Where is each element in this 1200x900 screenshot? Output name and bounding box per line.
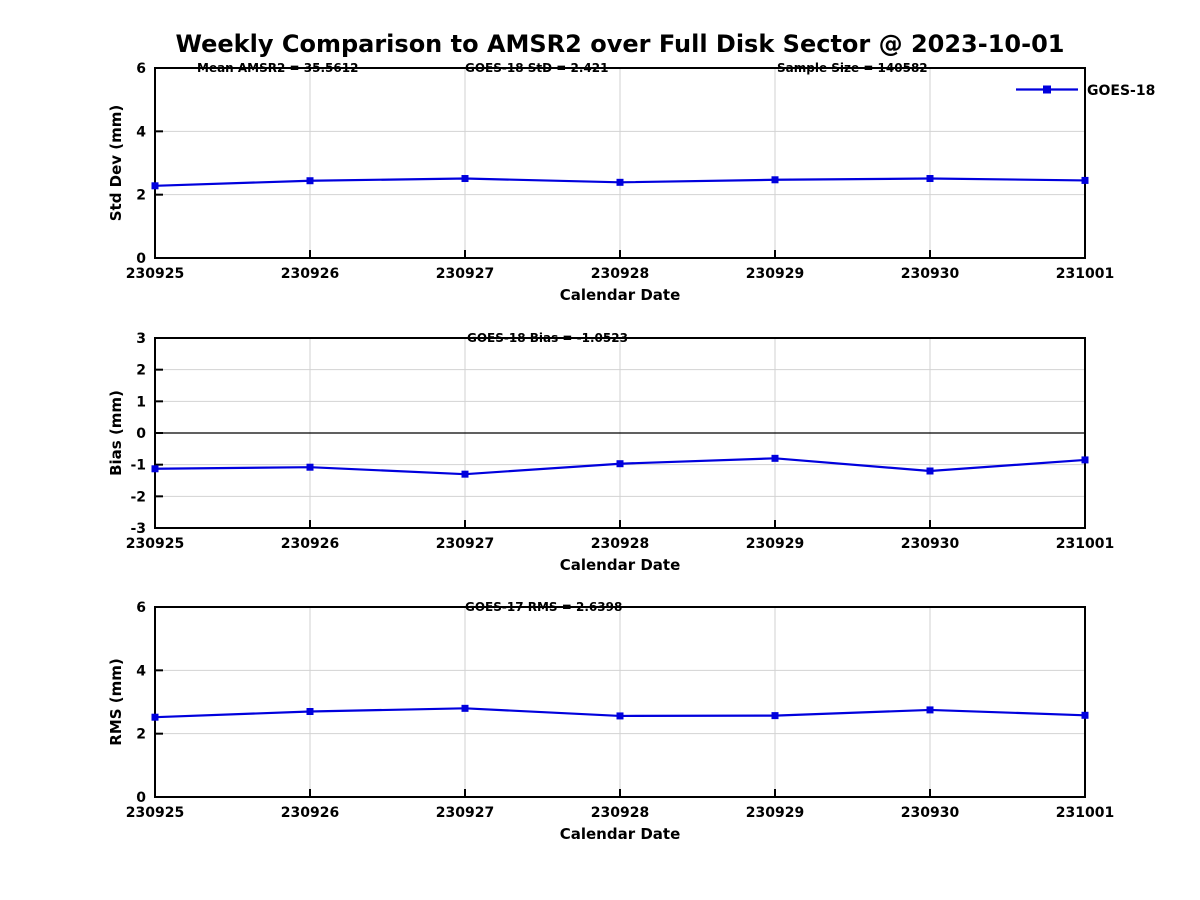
grid-rms bbox=[155, 607, 1085, 797]
data-point-marker bbox=[461, 175, 469, 183]
y-tick-label: 2 bbox=[136, 188, 146, 204]
data-point-marker bbox=[306, 177, 314, 185]
data-point-marker bbox=[1081, 176, 1089, 184]
chart-title: Weekly Comparison to AMSR2 over Full Dis… bbox=[175, 30, 1065, 58]
axes-frame bbox=[154, 606, 1086, 798]
data-point-marker bbox=[771, 454, 779, 462]
data-point-marker bbox=[306, 708, 314, 715]
x-tick-label: 230929 bbox=[746, 536, 804, 552]
data-point-marker bbox=[1081, 456, 1089, 464]
data-point-marker bbox=[461, 470, 469, 478]
y-tick-label: 1 bbox=[136, 394, 146, 410]
data-point-marker bbox=[926, 706, 934, 714]
x-tick-label: 231001 bbox=[1056, 805, 1114, 821]
subplot-bias: -3 -2 -1 0 1 2 3 230925 230926 230927 230928 230929… bbox=[107, 331, 1114, 574]
data-point-marker bbox=[926, 467, 934, 475]
legend-label: GOES-18 bbox=[1087, 83, 1155, 99]
annotation-std-dev-0: Mean AMSR2 = 35.5612 bbox=[197, 61, 358, 75]
data-point-marker bbox=[151, 465, 159, 473]
x-axis-label: Calendar Date bbox=[560, 286, 681, 304]
y-tick-label: 3 bbox=[136, 331, 146, 347]
x-tick-label: 230925 bbox=[126, 266, 184, 282]
x-tick-label: 230928 bbox=[591, 805, 649, 821]
y-tick-label: 4 bbox=[136, 663, 146, 679]
data-point-marker bbox=[306, 463, 314, 471]
data-point-marker bbox=[616, 712, 624, 720]
y-tick-label: 2 bbox=[136, 363, 146, 379]
data-point-marker bbox=[771, 712, 779, 720]
x-tick-label: 231001 bbox=[1056, 266, 1114, 282]
x-axis-label: Calendar Date bbox=[560, 556, 681, 574]
x-tick-label: 231001 bbox=[1056, 536, 1114, 552]
data-point-marker bbox=[1081, 711, 1089, 719]
legend-marker bbox=[1043, 85, 1051, 94]
x-tick-label: 230928 bbox=[591, 536, 649, 552]
y-tick-label: 6 bbox=[136, 600, 146, 616]
legend: GOES-18 bbox=[1016, 83, 1155, 99]
y-axis-label: Std Dev (mm) bbox=[107, 105, 125, 222]
y-tick-label: -2 bbox=[130, 489, 146, 505]
x-tick-label: 230928 bbox=[591, 266, 649, 282]
y-tick-label: 2 bbox=[136, 727, 146, 743]
axes-frame bbox=[154, 67, 1086, 259]
series-markers-rms bbox=[151, 704, 1089, 721]
y-tick-label: 4 bbox=[136, 124, 146, 140]
y-tick-label: -3 bbox=[130, 521, 146, 537]
x-tick-label: 230930 bbox=[901, 266, 960, 282]
annotation-rms-0: GOES-17 RMS = 2.6398 bbox=[465, 600, 622, 614]
x-tick-label: 230929 bbox=[746, 266, 804, 282]
subplot-rms: 0 2 4 6 230925 230926 230927 230928 230929 230930… bbox=[107, 600, 1114, 843]
y-tick-label: 0 bbox=[136, 426, 146, 442]
x-tick-label: 230926 bbox=[281, 536, 339, 552]
x-tick-label: 230927 bbox=[436, 536, 494, 552]
data-point-marker bbox=[151, 713, 159, 721]
y-axis-label: Bias (mm) bbox=[107, 390, 125, 476]
y-tick-label: 0 bbox=[136, 251, 146, 267]
series-markers-std-dev bbox=[151, 175, 1089, 190]
subplot-std-dev: 0 2 4 6 230925 230926 230927 230928 230929 230930… bbox=[107, 61, 1155, 304]
data-point-marker bbox=[151, 182, 159, 190]
x-tick-label: 230929 bbox=[746, 805, 804, 821]
annotation-std-dev-2: Sample Size = 140582 bbox=[777, 61, 928, 75]
tick-marks bbox=[154, 606, 1086, 798]
x-axis-label: Calendar Date bbox=[560, 825, 681, 843]
series-markers-bias bbox=[151, 454, 1089, 478]
data-point-marker bbox=[926, 175, 934, 183]
tick-marks bbox=[154, 67, 1086, 259]
x-tick-label: 230927 bbox=[436, 805, 494, 821]
tick-marks bbox=[154, 337, 1086, 529]
x-tick-label: 230925 bbox=[126, 805, 184, 821]
data-point-marker bbox=[616, 460, 624, 468]
data-point-marker bbox=[616, 178, 624, 186]
data-point-marker bbox=[461, 704, 469, 712]
x-tick-label: 230926 bbox=[281, 805, 339, 821]
x-tick-label: 230927 bbox=[436, 266, 494, 282]
y-tick-label: 0 bbox=[136, 790, 146, 806]
x-tick-label: 230926 bbox=[281, 266, 339, 282]
grid-std-dev bbox=[155, 68, 1085, 258]
annotation-std-dev-1: GOES-18 StD = 2.421 bbox=[465, 61, 608, 75]
data-point-marker bbox=[771, 176, 779, 184]
annotation-bias-0: GOES-18 Bias = -1.0523 bbox=[467, 331, 628, 345]
y-tick-label: -1 bbox=[130, 458, 146, 474]
x-tick-label: 230930 bbox=[901, 805, 960, 821]
y-tick-label: 6 bbox=[136, 61, 146, 77]
axes-frame bbox=[154, 337, 1086, 529]
y-axis-label: RMS (mm) bbox=[107, 658, 125, 745]
x-tick-label: 230925 bbox=[126, 536, 184, 552]
x-tick-label: 230930 bbox=[901, 536, 960, 552]
